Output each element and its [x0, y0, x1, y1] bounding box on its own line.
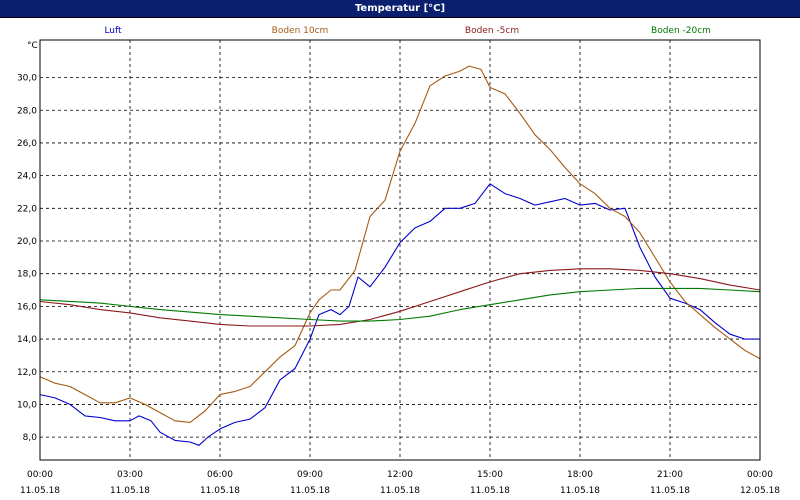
x-tick-date-label: 11.05.18	[380, 486, 420, 496]
x-tick-date-label: 11.05.18	[20, 486, 60, 496]
x-tick-time-label: 03:00	[117, 470, 143, 480]
chart-title: Temperatur [°C]	[354, 3, 446, 14]
x-tick-time-label: 00:00	[747, 470, 773, 480]
x-tick-time-label: 00:00	[27, 470, 53, 480]
x-tick-date-label: 11.05.18	[200, 486, 240, 496]
y-tick-label: 28,0	[17, 106, 37, 116]
y-tick-label: 30,0	[17, 74, 37, 84]
y-tick-label: 10,0	[17, 400, 37, 410]
y-unit-label: °C	[27, 41, 38, 51]
x-tick-date-label: 11.05.18	[560, 486, 600, 496]
x-tick-date-label: 11.05.18	[650, 486, 690, 496]
legend-entry: Boden -5cm	[465, 26, 519, 36]
series-line-boden-5cm	[39, 268, 761, 327]
y-tick-label: 24,0	[17, 172, 37, 182]
chart-title-bar: Temperatur [°C]	[0, 0, 800, 18]
y-tick-label: 14,0	[17, 335, 37, 345]
y-tick-label: 22,0	[17, 204, 37, 214]
y-tick-label: 20,0	[17, 237, 37, 247]
series-line-boden-10cm	[39, 65, 761, 423]
x-tick-date-label: 11.05.18	[290, 486, 330, 496]
y-tick-label: 18,0	[17, 270, 37, 280]
y-tick-label: 12,0	[17, 368, 37, 378]
x-tick-date-label: 11.05.18	[470, 486, 510, 496]
y-tick-label: 26,0	[17, 139, 37, 149]
legend-entry: Luft	[104, 26, 122, 36]
series-line-boden-20cm	[39, 287, 761, 322]
x-tick-date-label: 11.05.18	[110, 486, 150, 496]
x-tick-time-label: 06:00	[207, 470, 233, 480]
x-tick-time-label: 09:00	[297, 470, 323, 480]
y-tick-label: 16,0	[17, 302, 37, 312]
x-tick-time-label: 18:00	[567, 470, 593, 480]
legend-entry: Boden 10cm	[272, 26, 329, 36]
x-tick-date-label: 12.05.18	[740, 486, 780, 496]
x-tick-time-label: 15:00	[477, 470, 503, 480]
legend-entry: Boden -20cm	[651, 26, 711, 36]
x-tick-time-label: 21:00	[657, 470, 683, 480]
y-tick-label: 8,0	[23, 433, 38, 443]
x-tick-time-label: 12:00	[387, 470, 413, 480]
plot-frame	[39, 39, 761, 461]
